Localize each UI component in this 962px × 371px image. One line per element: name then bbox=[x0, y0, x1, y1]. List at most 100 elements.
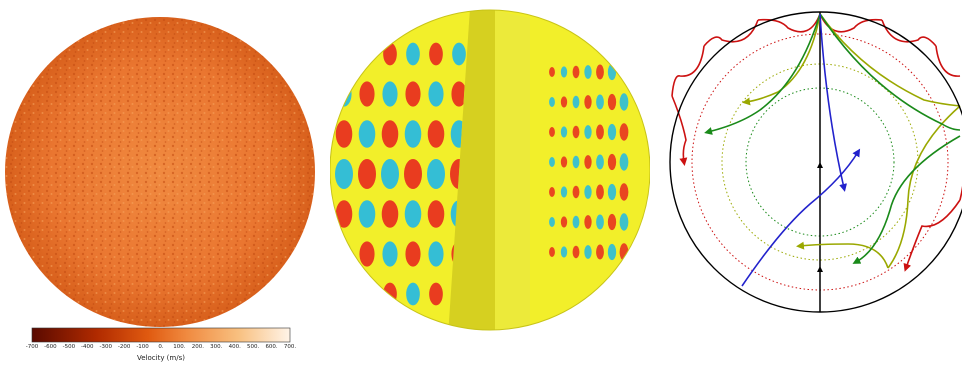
mode-lobe bbox=[335, 200, 353, 228]
mode-lobe bbox=[560, 96, 568, 108]
mode-lobe bbox=[596, 244, 604, 260]
colorbar-tick-label: -600 bbox=[44, 344, 57, 350]
mode-lobe bbox=[572, 65, 580, 79]
mode-lobe bbox=[381, 159, 399, 189]
mode-lobe bbox=[607, 123, 617, 141]
mode-lobe bbox=[359, 81, 375, 107]
ray-diagram-panel bbox=[660, 0, 962, 367]
colorbar-tick-label: 700. bbox=[283, 344, 297, 350]
colorbar-tick-label: 0. bbox=[158, 344, 164, 350]
mode-lobe bbox=[404, 120, 422, 148]
mode-lobe bbox=[572, 215, 580, 229]
colorbar-tick-label: -300 bbox=[99, 344, 112, 350]
cut-face-left bbox=[448, 10, 495, 330]
mode-lobe bbox=[619, 213, 629, 231]
colorbar-tick-label: 300. bbox=[210, 344, 223, 350]
mode-lobe bbox=[359, 241, 375, 267]
acoustic-ray-diagram bbox=[669, 11, 962, 313]
mode-lobe bbox=[358, 159, 376, 189]
mode-lobe bbox=[383, 282, 397, 306]
mode-lobe bbox=[549, 217, 555, 227]
mode-lobe bbox=[572, 125, 580, 139]
mode-lobe bbox=[358, 120, 376, 148]
mode-lobe bbox=[383, 42, 397, 66]
mode-lobe bbox=[572, 155, 580, 169]
mode-lobe bbox=[451, 81, 467, 107]
mode-lobe bbox=[335, 159, 353, 189]
colorbar-tick-label: 400. bbox=[228, 344, 241, 350]
outer-boundary-circle bbox=[669, 11, 962, 313]
mode-lobe bbox=[549, 97, 555, 107]
mode-lobe bbox=[404, 200, 422, 228]
mode-lobe bbox=[584, 245, 592, 259]
mode-lobe bbox=[358, 200, 376, 228]
green-ray bbox=[704, 13, 961, 264]
mode-lobe bbox=[572, 185, 580, 199]
mode-lobe bbox=[596, 214, 604, 230]
colorbar-tick-label: 500. bbox=[247, 344, 260, 350]
mode-lobe bbox=[607, 183, 617, 201]
mode-lobe bbox=[584, 215, 592, 229]
mode-lobe bbox=[452, 42, 466, 66]
mode-lobe bbox=[619, 153, 629, 171]
mode-lobe bbox=[549, 127, 555, 137]
mode-lobe bbox=[335, 120, 353, 148]
mode-lobe bbox=[596, 124, 604, 140]
mode-lobe bbox=[619, 123, 629, 141]
colorbar-tick-label: -500 bbox=[62, 344, 76, 350]
mode-lobe bbox=[560, 246, 568, 258]
colorbar-tick-label: -700 bbox=[25, 344, 39, 350]
mode-lobe bbox=[406, 42, 420, 66]
mode-lobe bbox=[584, 185, 592, 199]
mode-lobe bbox=[549, 157, 555, 167]
surface-velocity-sphere bbox=[5, 17, 315, 343]
mode-lobe bbox=[607, 93, 617, 111]
mode-lobe bbox=[619, 93, 629, 111]
mode-lobe bbox=[381, 120, 399, 148]
mode-lobe bbox=[549, 247, 555, 257]
mode-lobe bbox=[549, 67, 555, 77]
mode-lobe bbox=[596, 154, 604, 170]
cut-face-right bbox=[495, 10, 530, 330]
mode-lobe bbox=[404, 159, 422, 189]
mode-lobe bbox=[427, 120, 445, 148]
mode-lobe bbox=[427, 200, 445, 228]
mode-lobe bbox=[584, 125, 592, 139]
colorbar-tick-label: 600. bbox=[265, 344, 278, 350]
mode-lobe bbox=[560, 186, 568, 198]
colorbar-tick-label: 100. bbox=[173, 344, 186, 350]
colorbar-ticks: -700 -600 -500 -400 -300 -200 -100 0. 100. 200. 30… bbox=[16, 344, 316, 354]
mode-lobe bbox=[572, 245, 580, 259]
mode-lobe bbox=[560, 156, 568, 168]
mode-lobe bbox=[584, 95, 592, 109]
colorbar-tick-label: 200. bbox=[191, 344, 204, 350]
olive-ray bbox=[742, 13, 961, 269]
oscillation-mode-panel bbox=[329, 0, 651, 367]
mode-lobe bbox=[584, 155, 592, 169]
blue-ray bbox=[741, 13, 861, 287]
granulation-texture bbox=[5, 17, 315, 327]
mode-lobe bbox=[427, 159, 445, 189]
mode-lobe bbox=[405, 81, 421, 107]
mode-lobe bbox=[382, 241, 398, 267]
mode-lobe bbox=[428, 241, 444, 267]
axis-marker-upper bbox=[817, 162, 823, 168]
mode-lobe bbox=[596, 64, 604, 80]
velocity-colorbar bbox=[31, 327, 291, 343]
mode-lobe bbox=[584, 65, 592, 79]
mode-lobe bbox=[560, 216, 568, 228]
mode-lobe bbox=[560, 66, 568, 78]
mode-lobe bbox=[360, 282, 374, 306]
mode-lobe bbox=[429, 42, 443, 66]
surface-velocity-panel: -700 -600 -500 -400 -300 -200 -100 0. 100. 200. 30… bbox=[0, 0, 320, 367]
mode-lobe bbox=[619, 183, 629, 201]
mode-lobe bbox=[596, 94, 604, 110]
mode-lobe bbox=[560, 126, 568, 138]
mode-lobe bbox=[428, 81, 444, 107]
mode-lobe bbox=[549, 187, 555, 197]
colorbar-tick-label: -400 bbox=[81, 344, 94, 350]
colorbar-tick-label: -100 bbox=[136, 344, 149, 350]
mode-lobe bbox=[607, 243, 617, 261]
mode-lobe bbox=[382, 81, 398, 107]
colorbar-label: Velocity (m/s) bbox=[137, 354, 185, 362]
